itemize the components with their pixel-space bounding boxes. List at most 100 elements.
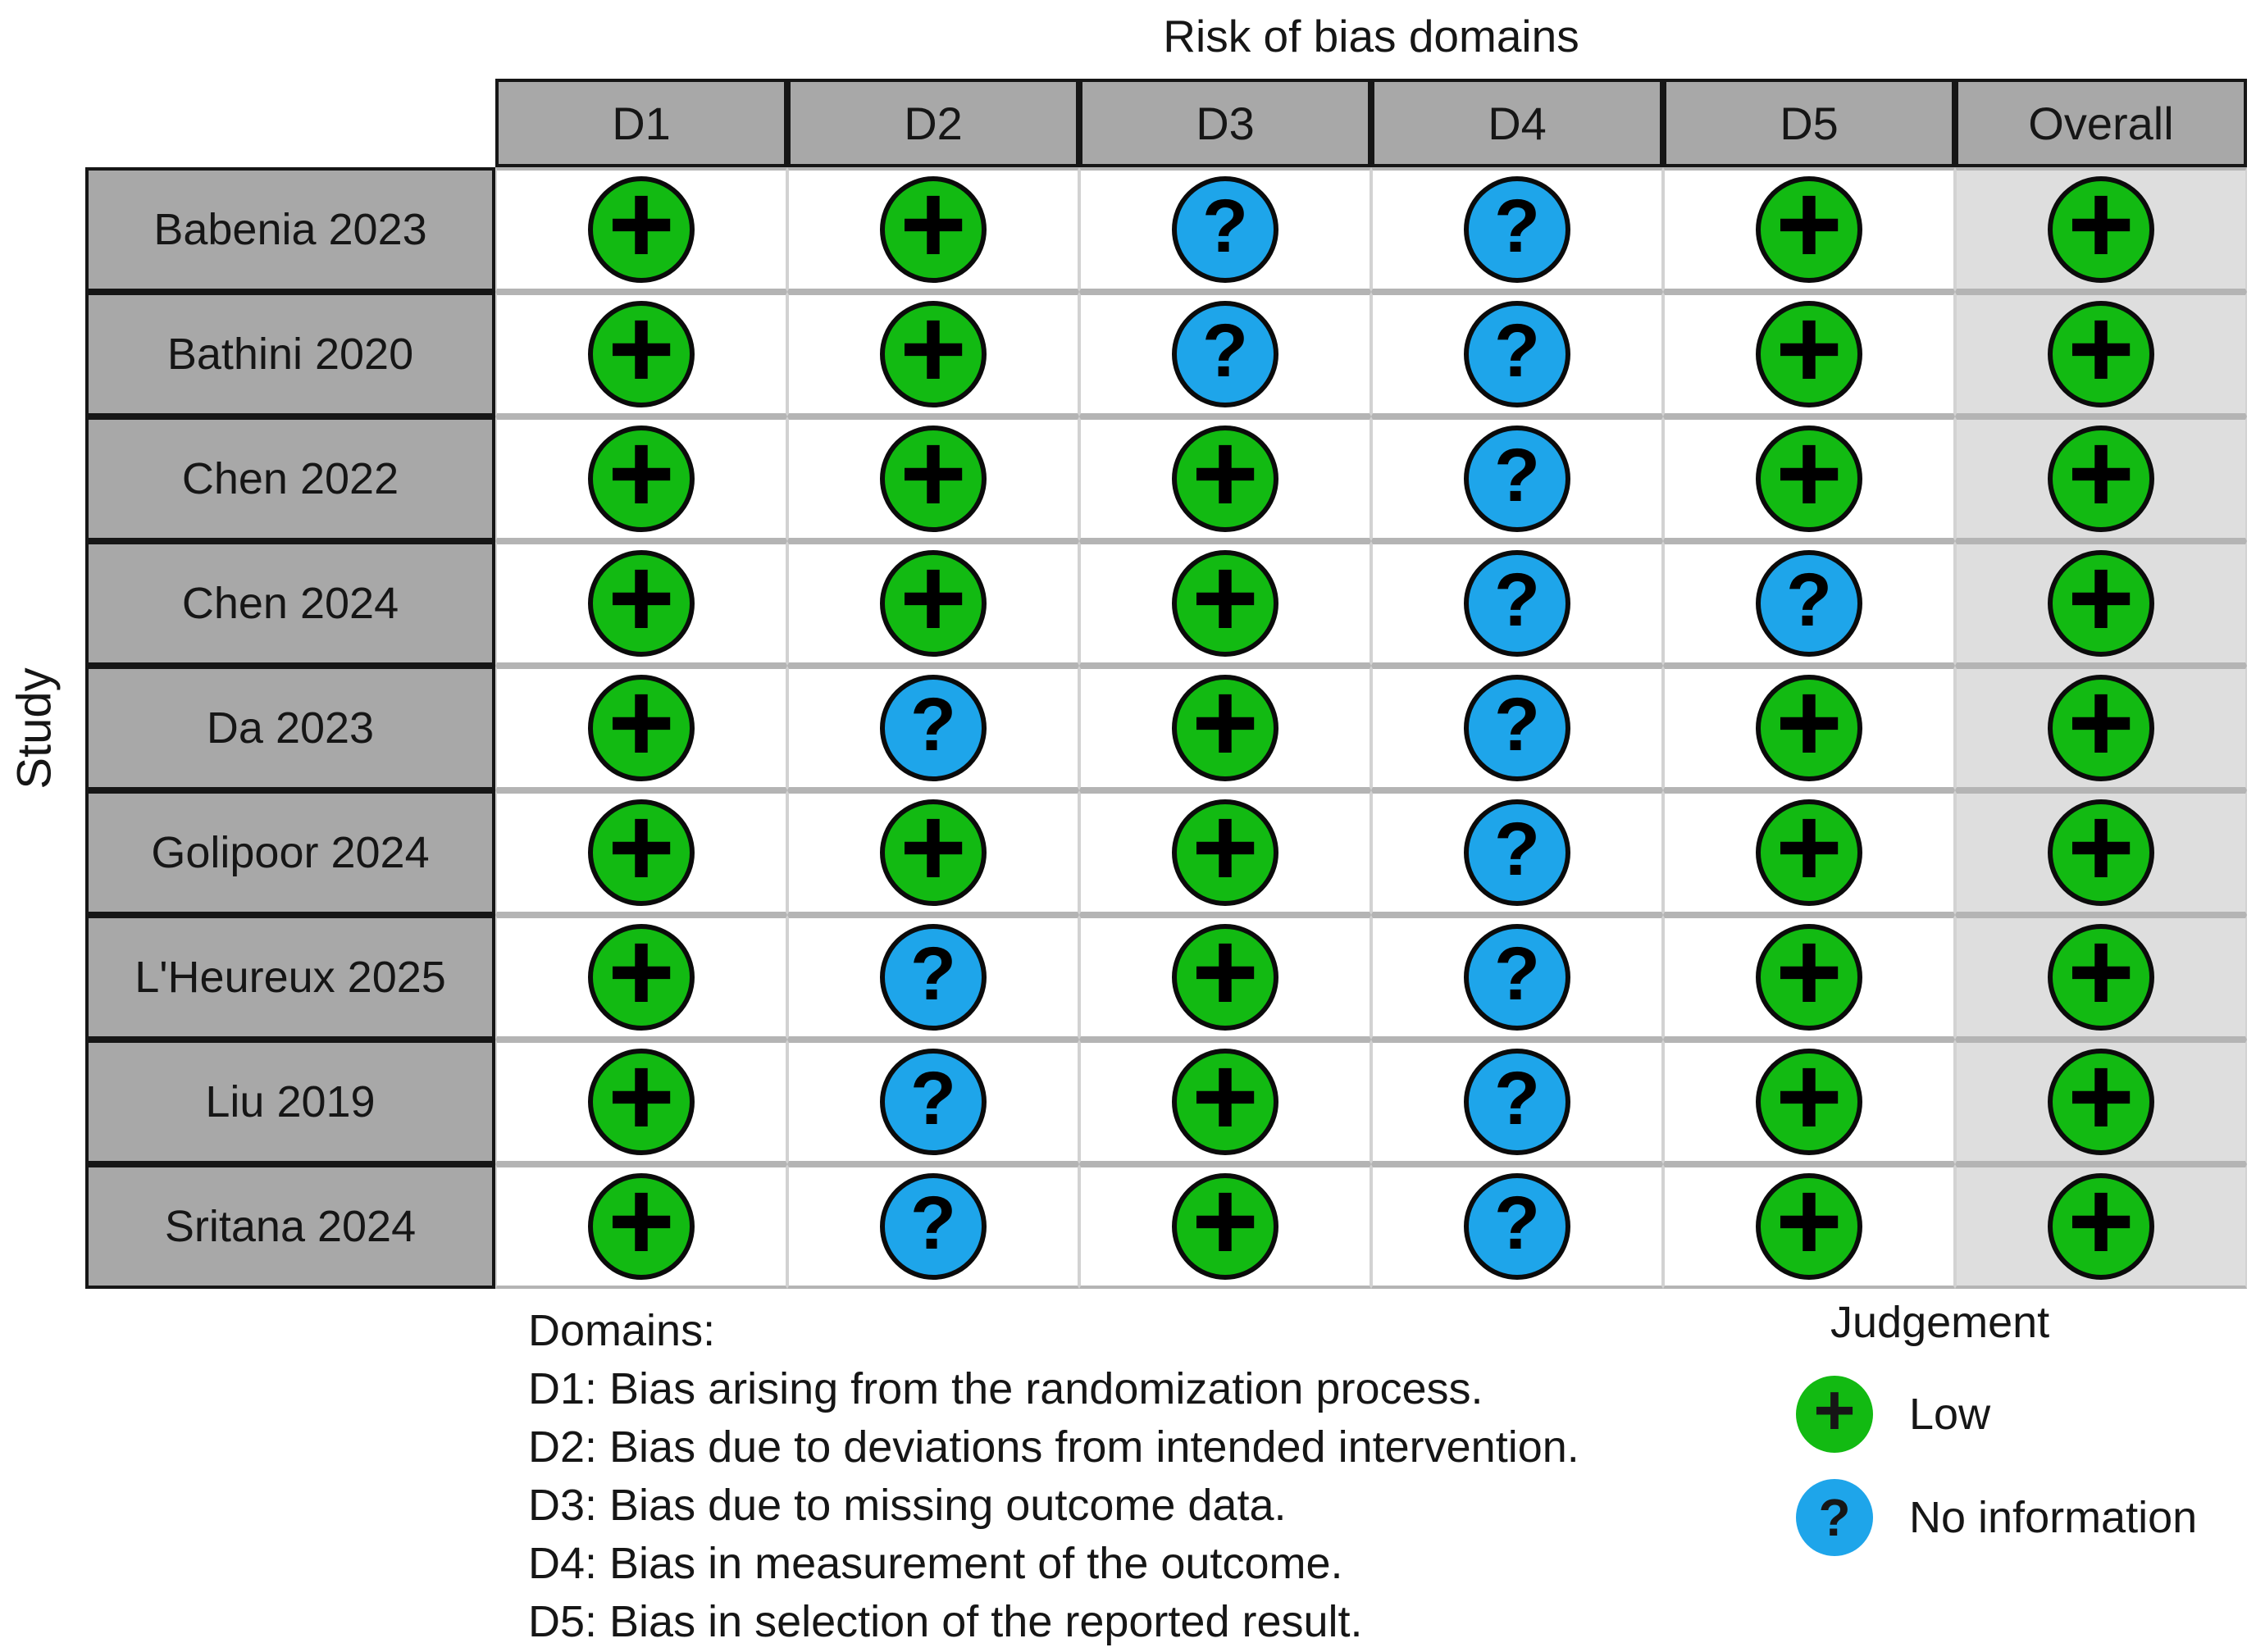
low-judgement-circle: +	[2048, 166, 2154, 283]
low-judgement-circle: +	[1172, 1163, 1278, 1280]
judgement-cell: ?	[787, 915, 1079, 1040]
no-information-judgement-circle: ?	[880, 675, 987, 781]
judgement-cell: ?	[1371, 541, 1663, 666]
plus-icon: +	[900, 284, 967, 412]
judgement-cell: ?	[1663, 541, 1955, 666]
judgement-cell: +	[787, 166, 1079, 292]
judgement-cell: +	[495, 1163, 787, 1289]
judgement-cell: +	[1663, 790, 1955, 915]
column-header-d2: D2	[787, 79, 1079, 167]
judgement-cell: ?	[1371, 790, 1663, 915]
plus-icon: +	[2067, 658, 2135, 786]
judgement-cell: +	[1955, 790, 2247, 915]
judgement-cell: ?	[1371, 666, 1663, 790]
low-judgement-circle: +	[1172, 416, 1278, 532]
legend-label: No information	[1909, 1493, 2198, 1542]
judgement-cell: +	[1079, 416, 1371, 541]
low-judgement-circle: +	[880, 291, 987, 407]
plus-icon: +	[1192, 1031, 1259, 1160]
plus-icon: +	[1775, 907, 1843, 1035]
low-judgement-circle: +	[588, 1039, 695, 1155]
question-mark-icon: ?	[1493, 434, 1541, 517]
judgement-cell: +	[1955, 540, 2247, 666]
plus-icon: +	[1192, 408, 1259, 537]
low-judgement-circle: +	[1756, 665, 1862, 781]
no-information-judgement-circle: ?	[1464, 924, 1570, 1031]
study-label: Da 2023	[85, 666, 495, 790]
low-judgement-circle: +	[2048, 790, 2154, 906]
low-judgement-circle: +	[588, 540, 695, 657]
low-judgement-circle: +	[2048, 1163, 2154, 1280]
judgement-cell: ?	[787, 1164, 1079, 1289]
legend-items: + Low? No information	[1796, 1369, 2198, 1556]
judgement-cell: ?	[1371, 1164, 1663, 1289]
plus-icon: +	[1775, 408, 1843, 537]
judgement-cell: +	[787, 540, 1079, 666]
judgement-cell: ?	[1079, 292, 1371, 416]
question-mark-icon: ?	[1493, 808, 1541, 891]
low-judgement-circle: +	[2048, 665, 2154, 781]
judgement-cell: +	[1079, 540, 1371, 666]
y-axis-label: Study	[0, 167, 69, 1289]
no-information-judgement-circle: ?	[1464, 799, 1570, 906]
domain-line: D3: Bias due to missing outcome data.	[528, 1481, 1287, 1530]
low-judgement-circle: +	[880, 166, 987, 283]
legend-no-information-icon: ?	[1796, 1479, 1873, 1556]
legend: Judgement + Low? No information	[1796, 1297, 2197, 1556]
no-information-judgement-circle: ?	[1172, 176, 1278, 283]
low-judgement-circle: +	[588, 291, 695, 407]
plus-icon: +	[608, 284, 675, 412]
plus-icon: +	[608, 907, 675, 1035]
domain-line: D4: Bias in measurement of the outcome.	[528, 1539, 1343, 1588]
plus-icon: +	[608, 1031, 675, 1160]
judgement-cell: +	[495, 1039, 787, 1164]
legend-label: Low	[1909, 1390, 1991, 1439]
no-information-judgement-circle: ?	[1756, 550, 1862, 657]
judgement-cell: +	[1079, 1163, 1371, 1289]
judgement-cell: +	[1079, 914, 1371, 1040]
judgement-cell: +	[787, 790, 1079, 915]
study-label: Chen 2024	[85, 541, 495, 666]
low-judgement-circle: +	[1756, 416, 1862, 532]
low-judgement-circle: +	[1756, 291, 1862, 407]
judgement-cell: +	[1663, 907, 1955, 1040]
question-mark-icon: ?	[909, 932, 957, 1016]
plus-icon: +	[608, 408, 675, 537]
plus-icon: +	[1775, 1156, 1843, 1285]
plus-icon: +	[2067, 907, 2135, 1035]
low-judgement-circle: +	[2048, 416, 2154, 532]
question-mark-icon: ?	[1493, 932, 1541, 1016]
question-mark-icon: ?	[1201, 184, 1249, 268]
low-judgement-circle: +	[2048, 914, 2154, 1031]
legend-item-low: + Low	[1796, 1369, 2197, 1453]
low-judgement-circle: +	[1756, 166, 1862, 283]
plus-icon: +	[1813, 1369, 1856, 1450]
question-mark-icon: ?	[1818, 1488, 1851, 1547]
judgement-cell: ?	[787, 666, 1079, 790]
column-header-d5: D5	[1663, 79, 1955, 167]
low-judgement-circle: +	[1172, 914, 1278, 1031]
domain-line: D5: Bias in selection of the reported re…	[528, 1597, 1363, 1646]
question-mark-icon: ?	[1493, 683, 1541, 767]
judgement-cell: +	[787, 416, 1079, 541]
no-information-judgement-circle: ?	[880, 1173, 987, 1280]
low-judgement-circle: +	[2048, 1039, 2154, 1155]
plus-icon: +	[2067, 782, 2135, 911]
low-judgement-circle: +	[1756, 1163, 1862, 1280]
plus-icon: +	[900, 782, 967, 911]
domains-heading: Domains:	[528, 1306, 716, 1355]
judgement-cell: +	[1955, 291, 2247, 416]
study-label: Liu 2019	[85, 1040, 495, 1164]
domain-line: D2: Bias due to deviations from intended…	[528, 1422, 1579, 1472]
y-axis-label-text: Study	[7, 667, 62, 790]
judgement-cell: ?	[787, 1040, 1079, 1164]
plus-icon: +	[900, 533, 967, 662]
plus-icon: +	[608, 782, 675, 911]
judgement-cell: +	[1079, 1031, 1371, 1164]
low-judgement-circle: +	[880, 540, 987, 657]
plus-icon: +	[608, 159, 675, 288]
judgement-cell: +	[787, 291, 1079, 416]
plus-icon: +	[2067, 159, 2135, 288]
rob-table: D1 D2 D3 D4 D5 Overall Babenia 2023 + +?? + + Bathi…	[85, 79, 2247, 1289]
